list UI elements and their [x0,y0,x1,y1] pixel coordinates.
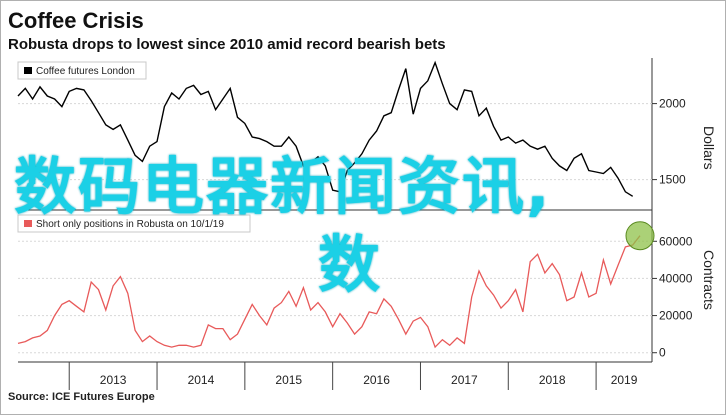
bottom-y-tick-label: 20000 [659,309,693,323]
x-tick-label: 2015 [275,373,302,387]
top-legend-box [17,61,147,80]
x-tick-label: 2014 [188,373,215,387]
bottom-legend-swatch [24,220,32,227]
bottom-legend-box [17,214,251,233]
x-tick-label: 2019 [611,373,638,387]
bottom-ylabel: Contracts [701,250,717,310]
gridlines [18,103,652,354]
bottom-y-tick-label: 60000 [659,234,693,248]
top-y-tick-label: 2000 [659,97,686,111]
positions-series-line [17,235,641,349]
x-tick-label: 2018 [539,373,566,387]
chart-title: Coffee Crisis [8,8,144,33]
bottom-legend-label: Short only positions in Robusta on 10/1/… [36,219,224,230]
top-ylabel: Dollars [701,126,717,170]
bottom-y-tick-label: 40000 [659,271,693,285]
x-tick-label: 2016 [363,373,390,387]
source-note: Source: ICE Futures Europe [8,391,155,403]
x-tick-label: 2013 [100,373,127,387]
bottom-y-tick-label: 0 [659,346,666,360]
chart-subtitle: Robusta drops to lowest since 2010 amid … [8,36,446,53]
top-y-tick-label: 1500 [659,173,686,187]
x-ticks: 2013 2014 2015 2016 2017 2018 2019 [68,362,638,390]
overlay-watermark-line2: 数 [318,228,383,301]
latest-value-highlight [625,221,655,251]
overlay-watermark-line1: 数码电器新闻资讯, [14,150,552,223]
price-series-line [17,60,634,197]
top-legend-swatch [24,67,32,74]
x-tick-label: 2017 [451,373,478,387]
top-legend-label: Coffee futures London [36,66,135,77]
